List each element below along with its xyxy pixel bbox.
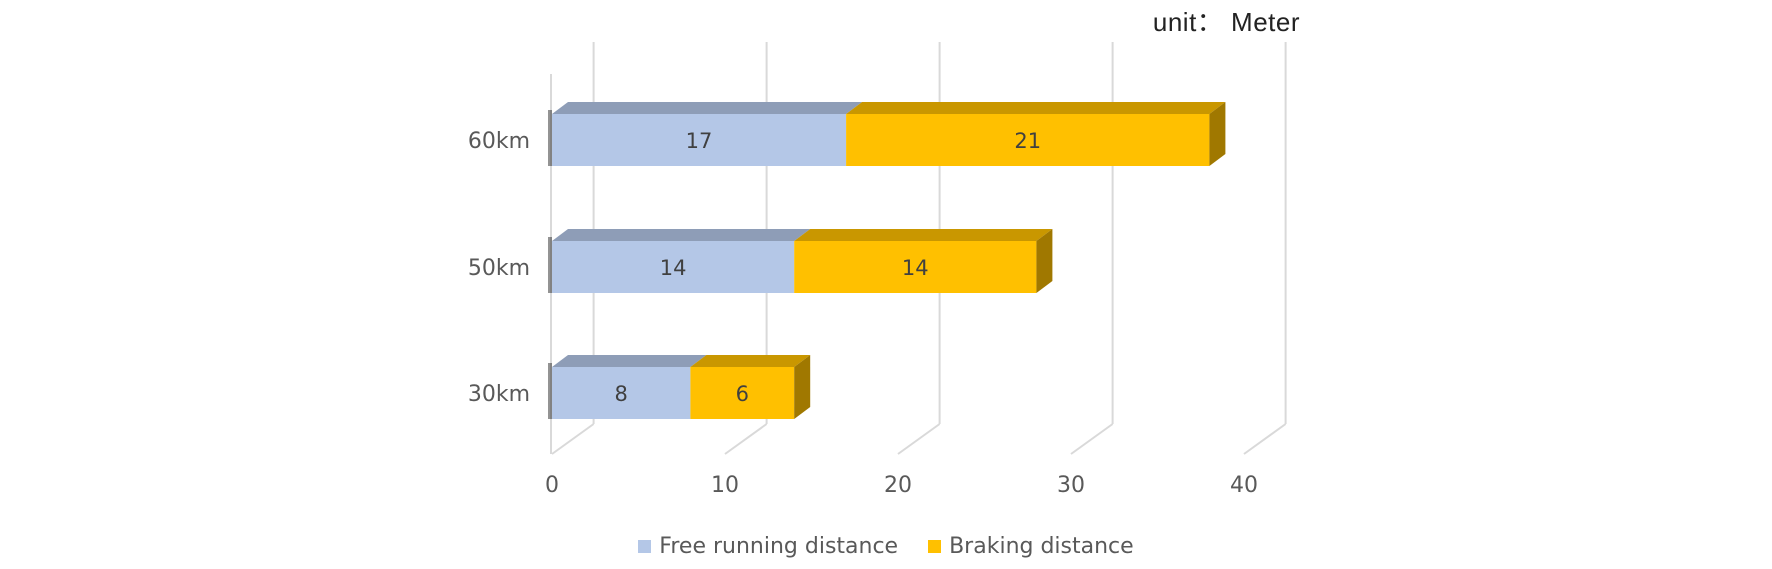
bar-segment	[690, 367, 795, 419]
y-tick-label: 50km	[468, 256, 530, 281]
bar-left-edge	[548, 110, 552, 166]
x-tick-label: 20	[884, 473, 912, 498]
bar-data-label: 21	[1014, 129, 1041, 153]
legend-item-free-running: Free running distance	[638, 534, 898, 559]
gridline-floor	[1070, 423, 1114, 455]
bar-data-label: 6	[736, 382, 749, 406]
x-tick-label: 0	[545, 473, 559, 498]
bar-segment	[794, 241, 1037, 293]
bar-side-face	[794, 355, 811, 419]
gridline-floor	[897, 423, 941, 455]
bar-left-edge	[548, 237, 552, 293]
legend-item-braking: Braking distance	[928, 534, 1134, 559]
x-tick-label: 30	[1057, 473, 1085, 498]
unit-note: unit： Meter	[1152, 7, 1300, 37]
legend-label-braking: Braking distance	[949, 534, 1134, 559]
bar-data-label: 14	[660, 256, 687, 280]
legend-swatch-braking	[928, 540, 942, 553]
bar-top-face	[690, 355, 811, 367]
legend: Free running distance Braking distance	[0, 534, 1772, 559]
y-tick-label: 30km	[468, 382, 530, 407]
bar-top-face	[846, 102, 1226, 114]
bar-top-face	[552, 355, 707, 367]
bar-side-face	[1036, 229, 1053, 293]
bar-segment	[552, 114, 847, 166]
bar-left-edge	[548, 363, 552, 419]
gridline-floor	[724, 423, 768, 455]
bar-top-face	[552, 229, 811, 241]
y-tick-label: 60km	[468, 129, 530, 154]
gridline-floor	[1243, 423, 1287, 455]
bar-top-face	[552, 102, 863, 114]
bar-segment	[552, 241, 795, 293]
bar-segment	[552, 367, 691, 419]
gridline-floor	[551, 423, 595, 455]
bar-segment	[846, 114, 1210, 166]
bar-data-label: 17	[686, 129, 713, 153]
bar-top-face	[794, 229, 1053, 241]
bar-side-face	[1209, 102, 1226, 166]
legend-label-free-running: Free running distance	[659, 534, 899, 559]
bar-data-label: 14	[902, 256, 929, 280]
x-tick-label: 40	[1230, 473, 1258, 498]
x-tick-label: 10	[711, 473, 739, 498]
bar-data-label: 8	[615, 382, 628, 406]
legend-swatch-free-running	[638, 540, 652, 553]
